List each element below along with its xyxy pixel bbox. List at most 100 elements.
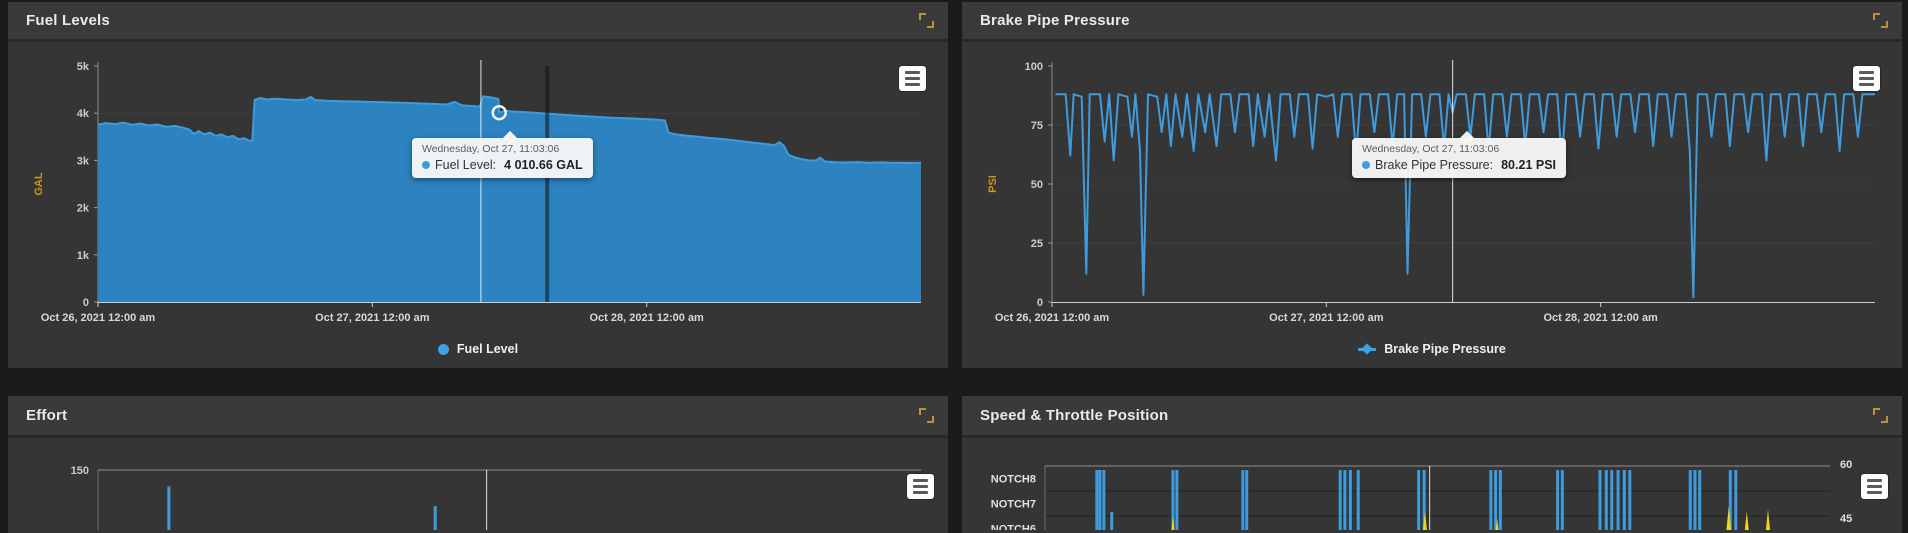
svg-text:60: 60 xyxy=(1840,459,1852,471)
effort-bar xyxy=(167,486,171,530)
category-label: NOTCH7 xyxy=(991,499,1036,511)
y-axis-title: GAL xyxy=(33,172,45,196)
tooltip-series-label: Fuel Level: xyxy=(435,158,497,172)
fuel-levels-series-line xyxy=(97,95,922,164)
throttle-bar xyxy=(1417,470,1421,530)
expand-icon[interactable] xyxy=(919,13,934,28)
svg-text:25: 25 xyxy=(1031,238,1043,250)
category-label: NOTCH6 xyxy=(991,524,1036,531)
series-dot-icon xyxy=(1362,161,1370,169)
throttle-bar xyxy=(1560,470,1564,530)
svg-text:Oct 28, 2021 12:00 am: Oct 28, 2021 12:00 am xyxy=(589,312,704,324)
series-dot-icon xyxy=(422,161,430,169)
svg-text:75: 75 xyxy=(1031,120,1043,132)
svg-text:150: 150 xyxy=(71,465,89,477)
svg-text:3k: 3k xyxy=(77,155,90,167)
throttle-bar xyxy=(1728,470,1732,530)
expand-icon[interactable] xyxy=(1873,408,1888,423)
chart-context-menu-button[interactable] xyxy=(907,474,934,499)
chart-context-menu-button[interactable] xyxy=(1853,66,1880,91)
svg-text:50: 50 xyxy=(1031,179,1043,191)
panel-speed-throttle-position: Speed & Throttle Position NOTCH8 NOTCH7 NO… xyxy=(962,396,1902,533)
throttle-bar xyxy=(1693,470,1697,530)
panel-header: Effort xyxy=(8,396,948,438)
throttle-bar xyxy=(1598,470,1602,530)
legend[interactable]: Fuel Level xyxy=(8,342,948,356)
throttle-bar xyxy=(1356,470,1360,530)
svg-text:Oct 27, 2021 12:00 am: Oct 27, 2021 12:00 am xyxy=(1269,312,1384,324)
svg-text:100: 100 xyxy=(1025,61,1043,73)
chart-svg-effort: 150 xyxy=(71,465,921,530)
legend-label: Brake Pipe Pressure xyxy=(1384,342,1506,356)
throttle-bar xyxy=(1688,470,1692,530)
throttle-bar xyxy=(1498,470,1502,530)
chart-tooltip: Wednesday, Oct 27, 11:03:06 Brake Pipe P… xyxy=(1352,130,1567,178)
panel-title: Fuel Levels xyxy=(26,12,110,29)
chart-tooltip: Wednesday, Oct 27, 11:03:06 Fuel Level: … xyxy=(412,130,593,178)
svg-text:1k: 1k xyxy=(77,250,90,262)
throttle-bar xyxy=(1489,470,1493,530)
tooltip-value: 4 010.66 GAL xyxy=(504,158,583,172)
svg-text:0: 0 xyxy=(83,297,89,309)
speed-spike xyxy=(1765,509,1771,530)
legend[interactable]: Brake Pipe Pressure xyxy=(962,342,1902,356)
svg-text:Oct 26, 2021 12:00 am: Oct 26, 2021 12:00 am xyxy=(995,312,1110,324)
throttle-bar xyxy=(1628,470,1632,530)
throttle-bar xyxy=(1338,470,1342,530)
throttle-bar xyxy=(1422,470,1426,530)
tooltip-value: 80.21 PSI xyxy=(1501,158,1557,172)
svg-text:Oct 27, 2021 12:00 am: Oct 27, 2021 12:00 am xyxy=(315,312,430,324)
category-label: NOTCH8 xyxy=(991,474,1036,486)
panel-header: Fuel Levels xyxy=(8,2,948,42)
panel-title: Speed & Throttle Position xyxy=(980,407,1169,424)
tooltip-timestamp: Wednesday, Oct 27, 11:03:06 xyxy=(1362,143,1500,155)
svg-text:Oct 26, 2021 12:00 am: Oct 26, 2021 12:00 am xyxy=(41,312,156,324)
panel-title: Effort xyxy=(26,407,68,424)
expand-icon[interactable] xyxy=(919,408,934,423)
throttle-bar xyxy=(1343,470,1347,530)
legend-marker-icon xyxy=(437,343,449,355)
speed-spike xyxy=(1422,511,1427,530)
svg-text:45: 45 xyxy=(1840,513,1852,525)
speed-spike xyxy=(1744,511,1749,530)
throttle-bar xyxy=(1556,470,1560,530)
throttle-bar xyxy=(1095,470,1099,530)
fuel-area-series xyxy=(98,96,921,303)
chart-area: 100 75 50 25 0 PSI Oct 26, 2021 12:00 am Oct 27… xyxy=(962,42,1902,365)
chart-context-menu-button[interactable] xyxy=(1861,474,1888,499)
tooltip-series-label: Brake Pipe Pressure: xyxy=(1375,158,1494,172)
throttle-bar xyxy=(1245,470,1249,530)
panel-header: Speed & Throttle Position xyxy=(962,396,1902,438)
brake-pipe-pressure-series-line xyxy=(1055,93,1875,299)
throttle-bar xyxy=(1098,470,1102,530)
throttle-bar xyxy=(1241,470,1245,530)
throttle-bar xyxy=(1171,470,1175,530)
tooltip-timestamp: Wednesday, Oct 27, 11:03:06 xyxy=(422,143,560,155)
panel-header: Brake Pipe Pressure xyxy=(962,2,1902,42)
throttle-bar xyxy=(1610,470,1614,530)
chart-context-menu-button[interactable] xyxy=(899,66,926,91)
panel-brake-pipe-pressure: Brake Pipe Pressure 100 75 50 25 0 PSI Oct 26,… xyxy=(962,2,1902,368)
effort-bar xyxy=(433,506,437,530)
legend-label: Fuel Level xyxy=(456,342,519,356)
chart-svg-speed-throttle-position: NOTCH8 NOTCH7 NOTCH6 60 45 xyxy=(991,459,1852,531)
throttle-bar xyxy=(1622,470,1626,530)
speed-spike xyxy=(1726,505,1732,530)
throttle-bar xyxy=(1175,470,1179,530)
y-axis-title: PSI xyxy=(987,175,999,193)
svg-text:0: 0 xyxy=(1037,297,1043,309)
svg-text:5k: 5k xyxy=(77,61,90,73)
throttle-bar xyxy=(1110,512,1114,530)
chart-svg-brake-pipe-pressure: 100 75 50 25 0 PSI Oct 26, 2021 12:00 am Oct 27… xyxy=(987,60,1875,324)
chart-area: 150 xyxy=(8,438,948,530)
chart-area: NOTCH8 NOTCH7 NOTCH6 60 45 xyxy=(962,438,1902,530)
chart-area: 5k 4k 3k 2k 1k 0 GAL Oct 26, 2021 12:00 am Oct 2… xyxy=(8,42,948,365)
svg-text:Oct 28, 2021 12:00 am: Oct 28, 2021 12:00 am xyxy=(1543,312,1658,324)
throttle-bar xyxy=(1604,470,1608,530)
expand-icon[interactable] xyxy=(1873,13,1888,28)
svg-text:2k: 2k xyxy=(77,203,90,215)
hover-point-marker xyxy=(491,104,507,121)
throttle-bar xyxy=(1616,470,1620,530)
throttle-bar xyxy=(1494,470,1498,530)
